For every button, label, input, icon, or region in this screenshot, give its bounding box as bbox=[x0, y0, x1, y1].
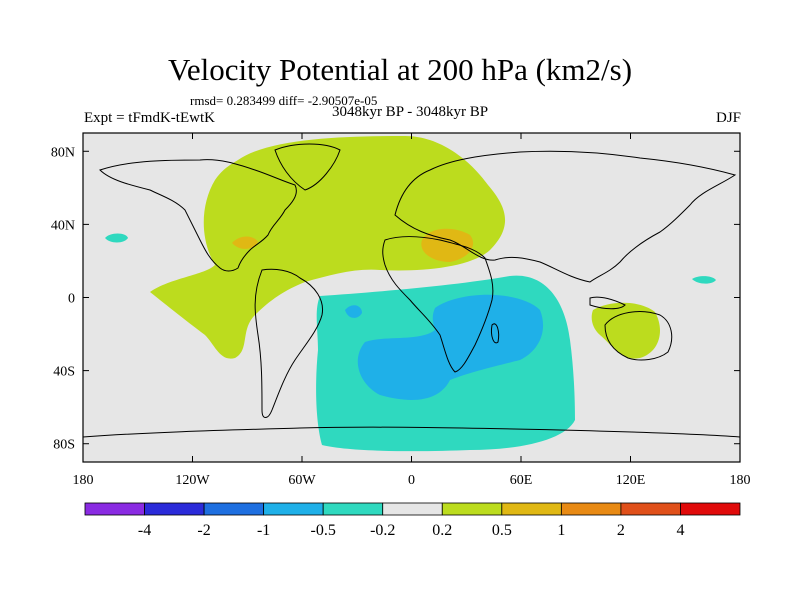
lon-tick-label: 0 bbox=[408, 473, 415, 488]
colorbar-label: -4 bbox=[138, 522, 151, 539]
lon-tick-label: 180 bbox=[730, 473, 751, 488]
coastlines bbox=[82, 143, 741, 438]
contour-orange-middle-east bbox=[421, 228, 474, 262]
contour-negative-small bbox=[345, 305, 362, 318]
lon-tick-label: 60W bbox=[288, 473, 316, 488]
lat-tick-label: 40N bbox=[51, 218, 75, 233]
season-label: DJF bbox=[715, 110, 741, 126]
colorbar-label: -1 bbox=[257, 522, 270, 539]
lat-tick-label: 40S bbox=[53, 365, 75, 380]
colorbar-swatch bbox=[620, 502, 681, 516]
colorbar-label: 2 bbox=[617, 522, 625, 539]
contour-negative-pacific-west bbox=[692, 276, 716, 284]
contour-negative-core bbox=[357, 294, 544, 400]
colorbar-swatch bbox=[560, 502, 622, 516]
colorbar-label: 0.5 bbox=[492, 522, 512, 539]
colorbar: -4 -2 -1 -0.5 -0.2 0.2 0.5 1 2 4 bbox=[84, 502, 741, 539]
colorbar-swatch bbox=[441, 502, 503, 516]
lon-tick-label: 180 bbox=[73, 473, 94, 488]
lat-tick-label: 80S bbox=[53, 438, 75, 453]
colorbar-label: 0.2 bbox=[432, 522, 452, 539]
colorbar-label: -2 bbox=[197, 522, 210, 539]
colorbar-swatch bbox=[263, 502, 324, 516]
contour-negative-pacific-north bbox=[105, 233, 128, 243]
lat-tick-label: 0 bbox=[68, 292, 75, 307]
colorbar-label: -0.2 bbox=[370, 522, 395, 539]
colorbar-swatch bbox=[382, 502, 443, 516]
colorbar-swatch bbox=[144, 502, 205, 516]
colorbar-label: 4 bbox=[676, 522, 684, 539]
colorbar-swatch bbox=[501, 502, 562, 516]
chart-title: Velocity Potential at 200 hPa (km2/s) bbox=[167, 52, 633, 87]
contour-orange-gulf bbox=[232, 236, 258, 249]
lon-tick-label: 60E bbox=[510, 473, 533, 488]
colorbar-swatch bbox=[322, 502, 384, 516]
lat-tick-label: 80N bbox=[51, 145, 75, 160]
lon-tick-label: 120E bbox=[616, 473, 646, 488]
colorbar-swatch bbox=[203, 502, 265, 516]
stats-line: rmsd= 0.283499 diff= -2.90507e-05 bbox=[190, 93, 378, 108]
lat-axis: 80N 40N 0 40S 80S bbox=[51, 145, 740, 453]
period-label: 3048kyr BP - 3048kyr BP bbox=[331, 104, 489, 120]
contour-positive-australia bbox=[591, 302, 660, 359]
colorbar-swatch bbox=[84, 502, 145, 516]
lon-axis: 180 120W 60W 0 60E 120E 180 bbox=[73, 133, 751, 488]
colorbar-label: -0.5 bbox=[311, 522, 336, 539]
lon-tick-label: 120W bbox=[175, 473, 210, 488]
contour-positive-north-atlantic bbox=[150, 136, 506, 359]
colorbar-swatch bbox=[680, 502, 741, 516]
colorbar-label: 1 bbox=[557, 522, 565, 539]
experiment-label: Expt = tFmdK-tEwtK bbox=[84, 110, 215, 126]
